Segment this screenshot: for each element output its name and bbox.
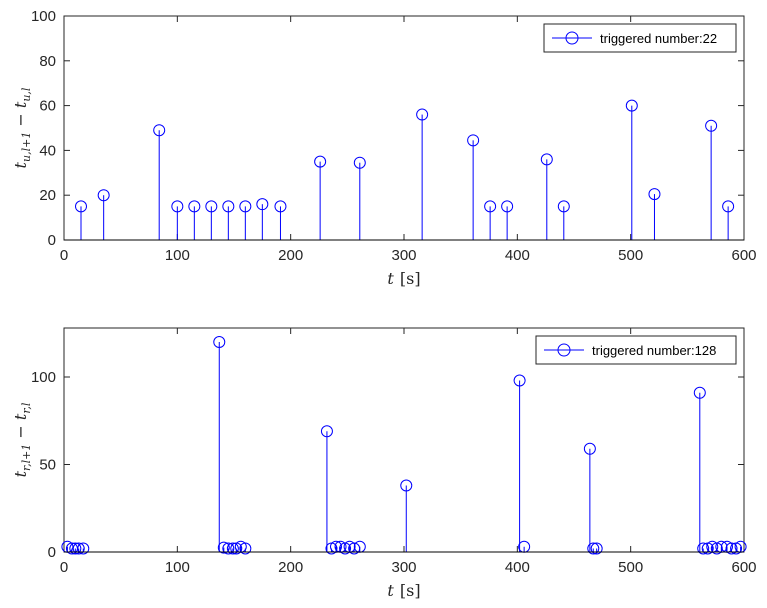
- y-tick-label: 100: [31, 369, 56, 386]
- x-tick-label: 500: [618, 247, 643, 264]
- x-tick-label: 600: [731, 247, 756, 264]
- legend-label: triggered number:128: [592, 343, 716, 358]
- stem-marker: [205, 200, 218, 213]
- axes-box: [63, 327, 745, 553]
- stem-marker: [540, 153, 553, 166]
- stem-marker: [239, 200, 252, 213]
- x-tick-label: 0: [60, 247, 68, 264]
- stem-marker: [153, 124, 166, 137]
- axes-box: [63, 15, 745, 241]
- top-plot: 0 100 200 300 400 500 600 0 20 40 60 80 100 t [s] tu,l+…: [11, 8, 757, 288]
- stem-marker: [226, 542, 239, 555]
- y-tick-label: 60: [39, 98, 56, 115]
- stem-marker: [77, 542, 90, 555]
- stem-marker: [256, 198, 269, 211]
- stem-marker: [693, 386, 706, 399]
- x-tick-label: 400: [505, 247, 530, 264]
- stem-marker: [484, 200, 497, 213]
- stem-marker: [222, 542, 235, 555]
- y-tick-label: 100: [31, 8, 56, 25]
- stem-marker: [590, 542, 603, 555]
- stem-marker: [697, 542, 710, 555]
- stem-marker: [400, 479, 413, 492]
- x-tick-label: 300: [391, 247, 416, 264]
- stem-marker: [171, 200, 184, 213]
- x-axis-label: t [s]: [387, 581, 420, 600]
- stem-marker: [239, 542, 252, 555]
- stem-marker: [188, 200, 201, 213]
- y-tick-label: 0: [48, 544, 56, 561]
- y-tick-label: 0: [48, 232, 56, 249]
- stem-marker: [69, 542, 82, 555]
- stem-marker: [97, 189, 110, 202]
- x-tick-label: 100: [165, 559, 190, 576]
- stem-marker: [75, 200, 87, 213]
- y-tick-label: 50: [39, 457, 56, 474]
- stem-marker: [648, 188, 661, 201]
- stem-marker: [320, 425, 333, 438]
- stem-marker: [722, 200, 735, 213]
- stem-marker: [705, 119, 718, 132]
- y-tick-label: 20: [39, 187, 56, 204]
- x-tick-label: 100: [165, 247, 190, 264]
- y-axis-label: tr,l+1 − tr,l: [11, 402, 33, 477]
- stem-marker: [583, 442, 596, 455]
- stem-marker: [222, 200, 235, 213]
- stem-marker: [416, 108, 429, 121]
- stem-marker: [587, 542, 600, 555]
- stem-marker: [725, 542, 738, 555]
- x-tick-label: 300: [391, 559, 416, 576]
- stem-marker: [625, 99, 638, 112]
- y-tick-label: 80: [39, 53, 56, 70]
- x-tick-label: 400: [505, 559, 530, 576]
- legend-marker: [565, 31, 579, 45]
- stem-marker: [217, 541, 230, 554]
- stem-marker: [501, 200, 514, 213]
- x-tick-label: 600: [731, 559, 756, 576]
- stem-marker: [314, 155, 327, 168]
- x-tick-label: 0: [60, 559, 68, 576]
- x-tick-label: 200: [278, 247, 303, 264]
- stem-marker: [353, 156, 366, 169]
- stem-marker: [72, 542, 85, 555]
- y-axis-label: tu,l+1 − tu,l: [11, 87, 33, 168]
- stem-marker: [213, 336, 226, 348]
- x-axis-label: t [s]: [387, 269, 420, 288]
- stem-marker: [557, 200, 570, 213]
- stem-marker: [274, 200, 287, 213]
- stem-marker: [513, 374, 526, 387]
- bottom-plot: 0 100 200 300 400 500 600 0 50 100 t [s] tr,l+1 − tr…: [11, 327, 757, 600]
- x-tick-label: 500: [618, 559, 643, 576]
- y-tick-label: 40: [39, 142, 56, 159]
- legend-marker: [557, 343, 571, 357]
- x-tick-label: 200: [278, 559, 303, 576]
- stem-marker: [467, 134, 480, 147]
- legend-label: triggered number:22: [600, 31, 717, 46]
